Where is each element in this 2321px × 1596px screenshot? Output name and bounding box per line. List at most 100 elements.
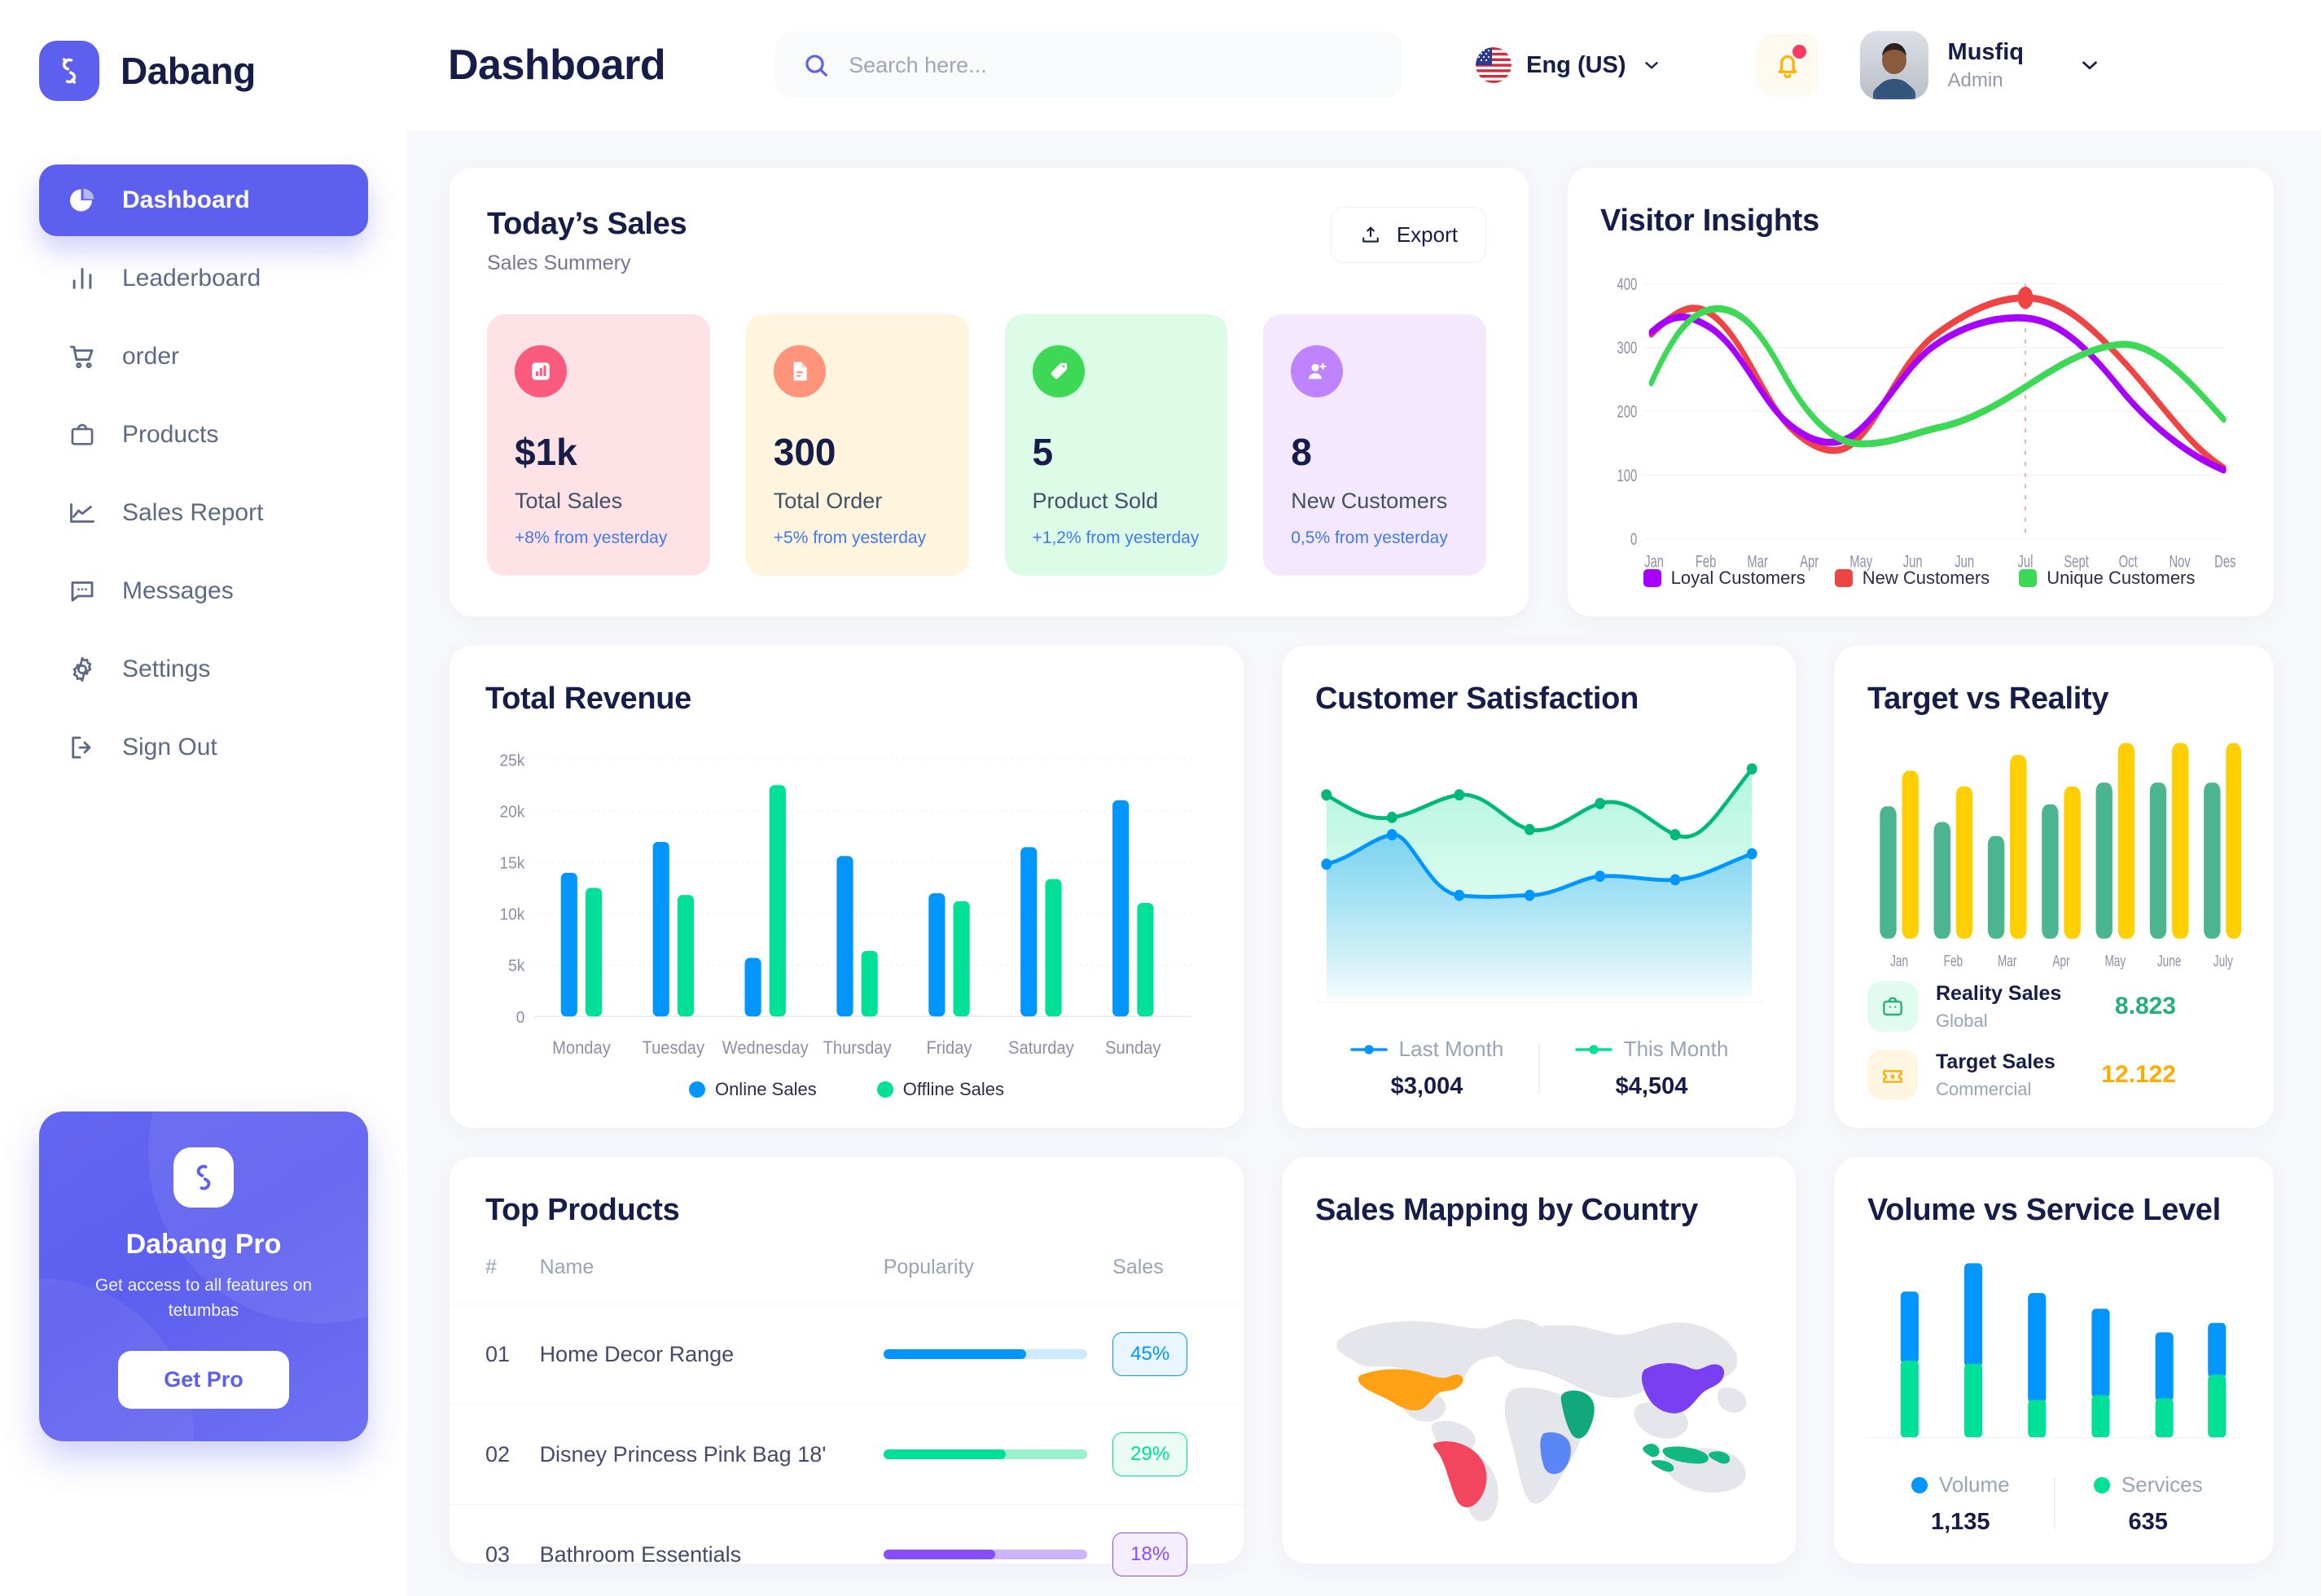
stat-card-total-sales[interactable]: $1k Total Sales +8% from yesterday	[487, 314, 710, 576]
ticket-icon	[1867, 1050, 1918, 1101]
legend-label: This Month	[1623, 1037, 1729, 1062]
upload-icon	[1359, 224, 1382, 247]
sidebar: Dabang Dashboard Leaderboard	[0, 0, 407, 1596]
svg-text:Jan: Jan	[1890, 952, 1908, 970]
svg-text:5k: 5k	[508, 957, 524, 976]
total-revenue-legend: Online Sales Offline Sales	[485, 1079, 1208, 1100]
sidebar-item-products[interactable]: Products	[39, 399, 368, 471]
notification-badge	[1792, 45, 1806, 59]
legend-item[interactable]: Volume 1,135	[1867, 1472, 2054, 1536]
column-header: #	[450, 1256, 540, 1305]
legend-item[interactable]: Unique Customers	[2019, 568, 2195, 589]
stat-label: Total Order	[773, 489, 883, 513]
sidebar-item-order[interactable]: order	[39, 321, 368, 392]
legend-swatch	[1643, 569, 1661, 587]
tag-icon	[1032, 345, 1085, 397]
notification-button[interactable]	[1755, 33, 1819, 97]
product-name: Bathroom Essentials	[539, 1504, 884, 1596]
svg-text:20k: 20k	[500, 803, 525, 822]
stat-card-new-customers[interactable]: 8 New Customers 0,5% from yesterday	[1263, 314, 1486, 576]
total-revenue-card: Total Revenue 2	[450, 646, 1244, 1129]
sidebar-item-leaderboard[interactable]: Leaderboard	[39, 243, 368, 314]
legend-item[interactable]: New Customers	[1834, 568, 1990, 589]
legend-label: Online Sales	[714, 1079, 817, 1100]
legend-item[interactable]: Last Month $3,004	[1315, 1037, 1538, 1100]
user-menu[interactable]: Musfiq Admin	[1859, 31, 2102, 99]
logout-icon	[65, 730, 99, 765]
column-header: Sales	[1112, 1256, 1244, 1305]
language-selector[interactable]: Eng (US)	[1476, 47, 1661, 83]
volume-vs-service-legend: Volume 1,135 Services 635	[1867, 1472, 2241, 1536]
legend-item[interactable]: Loyal Customers	[1643, 568, 1805, 589]
shopping-cart-icon	[65, 340, 99, 374]
visitor-insights-legend: Loyal Customers New Customers Unique Cus…	[1600, 568, 2238, 589]
stat-card-total-order[interactable]: 300 Total Order +5% from yesterday	[745, 314, 969, 576]
svg-text:Mar: Mar	[1747, 551, 1767, 571]
legend-swatch	[1834, 569, 1853, 587]
get-pro-button[interactable]: Get Pro	[118, 1351, 289, 1409]
customer-satisfaction-card: Customer Satisfaction	[1283, 646, 1796, 1129]
column-header: Name	[539, 1256, 884, 1305]
pie-chart-icon	[65, 183, 99, 217]
bell-icon	[1771, 49, 1804, 81]
stat-cards: $1k Total Sales +8% from yesterday 300 T…	[487, 314, 1486, 576]
sidebar-item-sign-out[interactable]: Sign Out	[39, 712, 368, 783]
search-input[interactable]	[849, 52, 1377, 78]
stat-delta: +8% from yesterday	[515, 528, 668, 547]
stat-delta: +1,2% from yesterday	[1032, 528, 1200, 547]
svg-text:Mar: Mar	[1998, 952, 2017, 970]
svg-text:300: 300	[1617, 337, 1638, 357]
sidebar-item-settings[interactable]: Settings	[39, 634, 368, 705]
brand-name: Dabang	[121, 50, 256, 92]
search-bar[interactable]	[775, 32, 1403, 99]
world-map	[1315, 1228, 1763, 1539]
legend-swatch	[1911, 1476, 1928, 1493]
svg-text:Friday: Friday	[926, 1038, 972, 1058]
visitor-insights-card: Visitor Insights 400 300	[1568, 168, 2274, 616]
sidebar-item-label: Products	[122, 421, 219, 448]
sidebar-item-dashboard[interactable]: Dashboard	[39, 164, 368, 236]
svg-text:Jan: Jan	[1644, 551, 1664, 571]
legend-label: Services	[2121, 1472, 2203, 1497]
svg-text:Nov: Nov	[2170, 551, 2192, 571]
table-row[interactable]: 02 Disney Princess Pink Bag 18' 29%	[450, 1404, 1244, 1506]
sidebar-item-label: Messages	[122, 577, 234, 604]
visitor-insights-chart: 400 300 200 100 0 Jan Feb Mar Apr May Jun	[1600, 239, 2238, 571]
legend-item[interactable]: Services 635	[2056, 1472, 2242, 1536]
svg-text:Feb: Feb	[1944, 952, 1963, 970]
svg-text:May: May	[2104, 952, 2126, 970]
sidebar-item-sales-report[interactable]: Sales Report	[39, 477, 368, 549]
legend-total: $3,004	[1390, 1073, 1463, 1100]
legend-item[interactable]: Reality Sales Global 8.823	[1867, 981, 2241, 1033]
export-label: Export	[1396, 222, 1458, 247]
legend-item[interactable]: Offline Sales	[876, 1079, 1004, 1100]
legend-label: Unique Customers	[2047, 568, 2196, 588]
svg-text:100: 100	[1617, 465, 1638, 484]
legend-item[interactable]: Target Sales Commercial 12.122	[1867, 1050, 2241, 1101]
legend-label: New Customers	[1862, 568, 1990, 588]
bag-icon	[1867, 981, 1918, 1033]
chevron-down-icon[interactable]	[2077, 53, 2102, 77]
top-products-card: Top Products # Name Popularity Sales	[450, 1157, 1244, 1596]
person-add-icon	[1291, 345, 1344, 397]
stat-card-product-sold[interactable]: 5 Product Sold +1,2% from yesterday	[1004, 314, 1228, 576]
svg-text:Jul: Jul	[2018, 551, 2034, 571]
sidebar-item-messages[interactable]: Messages	[39, 555, 368, 627]
legend-label: Last Month	[1398, 1037, 1504, 1062]
stat-delta: +5% from yesterday	[773, 528, 927, 547]
svg-text:Des: Des	[2214, 551, 2235, 571]
export-button[interactable]: Export	[1330, 207, 1486, 263]
legend-item[interactable]: Online Sales	[688, 1079, 817, 1100]
svg-text:Saturday: Saturday	[1008, 1038, 1074, 1058]
table-header-row: # Name Popularity Sales	[450, 1256, 1244, 1305]
stat-label: Total Sales	[515, 489, 623, 513]
table-row[interactable]: 03 Bathroom Essentials 18%	[450, 1504, 1244, 1596]
target-vs-reality-card: Target vs Reality	[1835, 646, 2274, 1129]
table-row[interactable]: 01 Home Decor Range 45%	[450, 1304, 1244, 1405]
legend-item[interactable]: This Month $4,504	[1540, 1037, 1763, 1100]
sidebar-item-label: order	[122, 343, 180, 370]
promo-subtitle: Get access to all features on tetumbas	[94, 1276, 313, 1320]
sales-cell: 18%	[1112, 1504, 1244, 1596]
dabang-logo-icon	[173, 1147, 234, 1208]
